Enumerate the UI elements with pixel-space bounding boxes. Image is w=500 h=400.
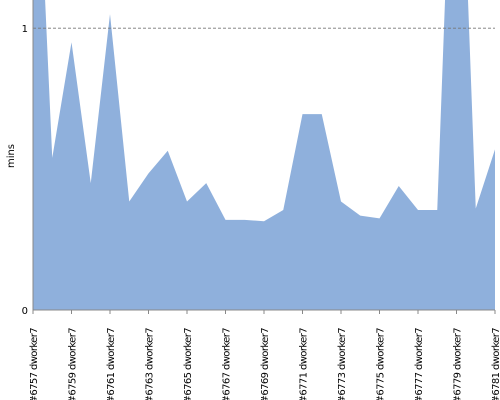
y-tick-label: 0 bbox=[22, 306, 28, 317]
x-tick-label: #6767 dworker7 bbox=[222, 328, 233, 400]
y-axis-label: mins bbox=[6, 144, 17, 168]
x-tick-label: #6775 dworker7 bbox=[376, 328, 387, 400]
y-tick-label: 1 bbox=[22, 24, 28, 35]
x-tick-label: #6759 dworker7 bbox=[68, 328, 79, 400]
x-tick-label: #6761 dworker7 bbox=[106, 328, 117, 400]
x-tick-label: #6781 dworker7 bbox=[491, 328, 500, 400]
x-tick-label: #6771 dworker7 bbox=[299, 328, 310, 400]
x-tick-label: #6773 dworker7 bbox=[337, 328, 348, 400]
x-tick-label: #6763 dworker7 bbox=[145, 328, 156, 400]
area bbox=[33, 0, 495, 310]
x-tick-label: #6765 dworker7 bbox=[183, 328, 194, 400]
x-tick-label: #6769 dworker7 bbox=[260, 328, 271, 400]
x-tick-label: #6777 dworker7 bbox=[414, 328, 425, 400]
x-tick-label: #6779 dworker7 bbox=[453, 328, 464, 400]
x-tick-label: #6757 dworker7 bbox=[29, 328, 40, 400]
